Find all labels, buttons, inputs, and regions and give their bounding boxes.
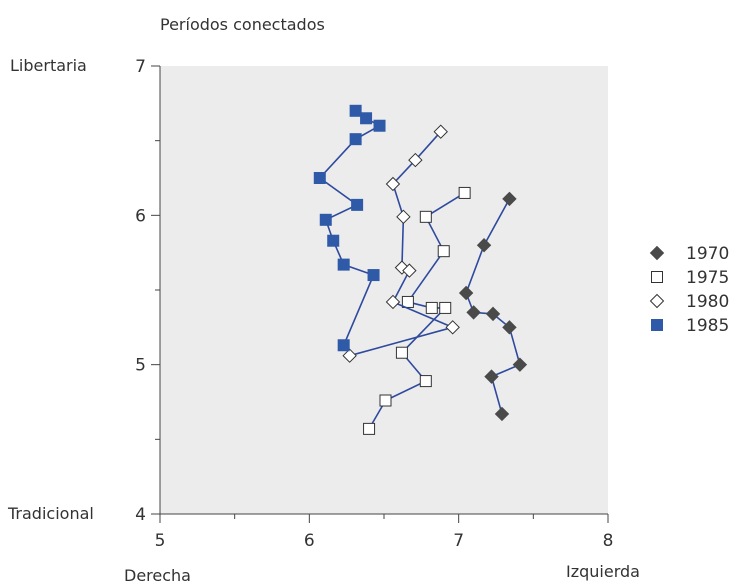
y-tick-label: 5: [135, 356, 146, 376]
y-tick-label: 6: [135, 206, 146, 226]
data-point-1975: [458, 186, 471, 199]
data-point-1975: [439, 301, 452, 314]
data-point-1970: [458, 285, 474, 301]
legend-marker-1985: [651, 319, 663, 331]
x-label-left: Derecha: [124, 566, 191, 584]
data-point-1985: [349, 104, 362, 117]
data-point-1980: [445, 320, 460, 335]
data-point-1970: [502, 320, 517, 335]
chart-title: Períodos conectados: [160, 15, 325, 34]
data-point-1985: [337, 339, 350, 352]
series-1970: [458, 191, 528, 422]
legend-label-1985: 1985: [686, 316, 729, 336]
data-point-1985: [313, 172, 326, 184]
legend-item-1985: 1985: [651, 316, 729, 336]
legend-marker-1975: [651, 271, 663, 283]
legend-marker-1980: [649, 293, 665, 309]
data-point-1975: [419, 375, 432, 388]
legend-item-1975: 1975: [651, 268, 729, 288]
data-point-1985: [337, 258, 350, 271]
data-point-1970: [484, 369, 499, 384]
data-point-1975: [437, 245, 450, 258]
data-point-1970: [466, 305, 481, 320]
data-point-1980: [408, 152, 423, 168]
x-tick-label: 8: [603, 531, 614, 551]
series-line-1975: [368, 192, 466, 430]
x-label-right: Izquierda: [566, 562, 640, 581]
data-point-1975: [419, 210, 432, 223]
data-point-1980: [342, 348, 357, 363]
data-point-1985: [327, 234, 340, 247]
data-point-1980: [402, 263, 417, 278]
y-tick-label: 4: [135, 505, 146, 525]
x-tick-label: 5: [155, 531, 166, 551]
data-point-1970: [494, 406, 510, 422]
data-point-1970: [512, 357, 528, 372]
data-point-1975: [395, 346, 408, 359]
data-point-1985: [351, 198, 364, 211]
data-point-1970: [502, 191, 517, 207]
series-1985: [313, 104, 386, 352]
legend-item-1970: 1970: [649, 244, 729, 264]
data-point-1970: [476, 237, 492, 253]
y-label-top: Libertaria: [10, 56, 87, 75]
data-point-1980: [433, 124, 448, 139]
legend-item-1980: 1980: [649, 292, 729, 312]
data-point-1985: [319, 213, 332, 226]
data-point-1985: [367, 269, 380, 282]
legend: 1970 1975 1980 1985: [649, 244, 729, 336]
series-layer: [313, 104, 528, 435]
series-1975: [363, 186, 471, 435]
legend-label-1970: 1970: [686, 244, 729, 264]
legend-marker-1970: [649, 245, 665, 261]
data-point-1985: [349, 133, 362, 146]
legend-label-1975: 1975: [686, 268, 729, 288]
data-point-1985: [373, 119, 386, 132]
x-tick-label: 7: [453, 531, 464, 551]
data-point-1970: [485, 306, 501, 322]
data-point-1980: [385, 294, 401, 310]
y-label-bottom: Tradicional: [7, 504, 94, 523]
data-point-1985: [360, 112, 373, 125]
series-1980: [342, 124, 460, 363]
data-point-1975: [363, 422, 376, 435]
plot-background: [160, 66, 608, 514]
x-tick-label: 6: [304, 531, 315, 551]
data-point-1975: [379, 394, 392, 407]
y-tick-label: 7: [135, 57, 146, 77]
data-point-1980: [385, 176, 401, 192]
legend-label-1980: 1980: [686, 292, 729, 312]
data-point-1980: [396, 209, 411, 225]
data-point-1975: [425, 301, 438, 314]
